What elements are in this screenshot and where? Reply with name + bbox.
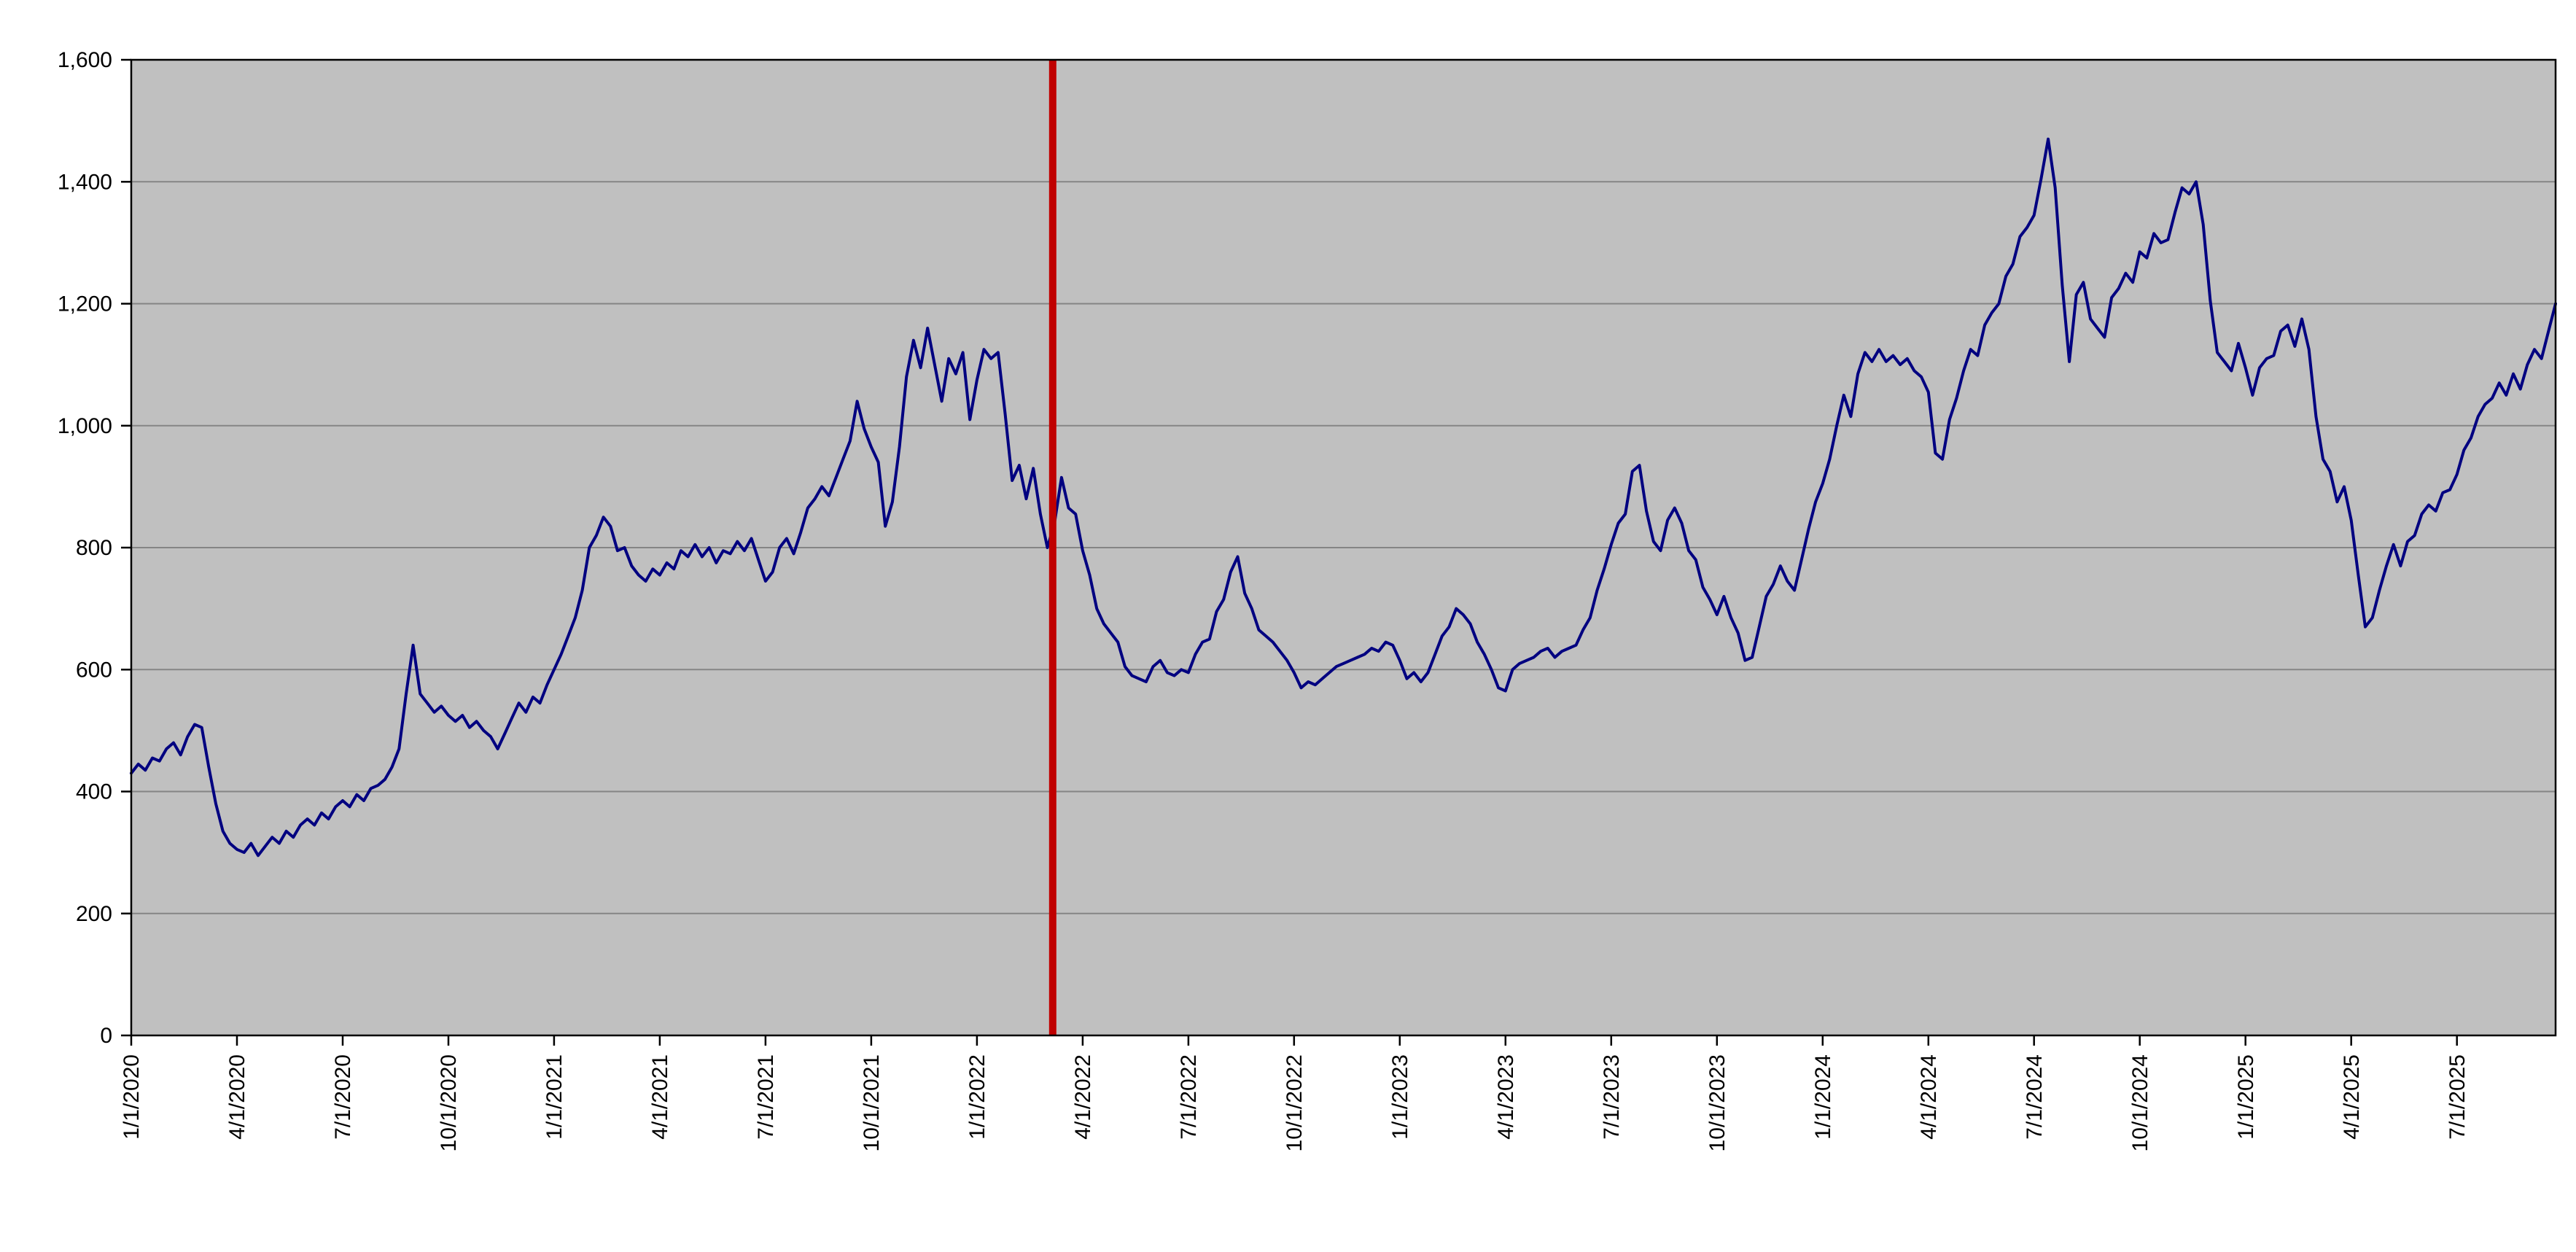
plot-border [130,58,2557,1037]
x-axis-tick-label: 1/1/2023 [1388,1054,1412,1140]
y-axis-tick-label: 600 [76,658,112,683]
x-axis-tick-label: 7/1/2023 [1600,1054,1624,1140]
x-axis-tick-label: 4/1/2024 [1917,1054,1941,1140]
x-axis-tick-label: 4/1/2025 [2340,1054,2364,1140]
x-axis-tick-label: 1/1/2020 [120,1054,144,1140]
y-axis-tick-label: 0 [100,1024,112,1048]
y-axis-tick-label: 1,600 [58,48,112,72]
x-axis-tick-label: 10/1/2024 [2128,1054,2152,1151]
x-axis-tick-label: 1/1/2025 [2234,1054,2258,1140]
y-axis-tick-label: 800 [76,536,112,560]
x-axis-tick-label: 7/1/2021 [754,1054,778,1140]
x-axis-tick-label: 7/1/2022 [1177,1054,1201,1140]
x-axis-tick-label: 4/1/2020 [225,1054,249,1140]
x-axis-tick-label: 1/1/2021 [542,1054,567,1140]
y-axis-tick-label: 200 [76,902,112,926]
x-axis-tick-label: 7/1/2020 [331,1054,355,1140]
x-axis-tick-label: 4/1/2022 [1071,1054,1095,1140]
y-axis-tick-label: 1,000 [58,414,112,438]
y-axis-tick-label: 1,400 [58,171,112,195]
x-axis-tick-label: 10/1/2022 [1283,1054,1307,1151]
data-series-line [130,137,2557,858]
x-axis-tick-label: 7/1/2024 [2023,1054,2047,1140]
y-axis-tick-label: 1,200 [58,292,112,316]
y-axis-tick-label: 400 [76,780,112,804]
x-axis-tick-label: 1/1/2022 [965,1054,989,1140]
x-axis-tick-label: 4/1/2021 [648,1054,672,1140]
x-axis-tick-label: 10/1/2020 [437,1054,461,1151]
x-axis-tick-label: 1/1/2024 [1811,1054,1835,1140]
x-axis-tick-label: 4/1/2023 [1494,1054,1518,1140]
x-axis-tick-label: 7/1/2025 [2445,1054,2470,1140]
x-axis-tick-label: 10/1/2021 [860,1054,884,1151]
x-axis-tick-label: 10/1/2023 [1705,1054,1729,1151]
